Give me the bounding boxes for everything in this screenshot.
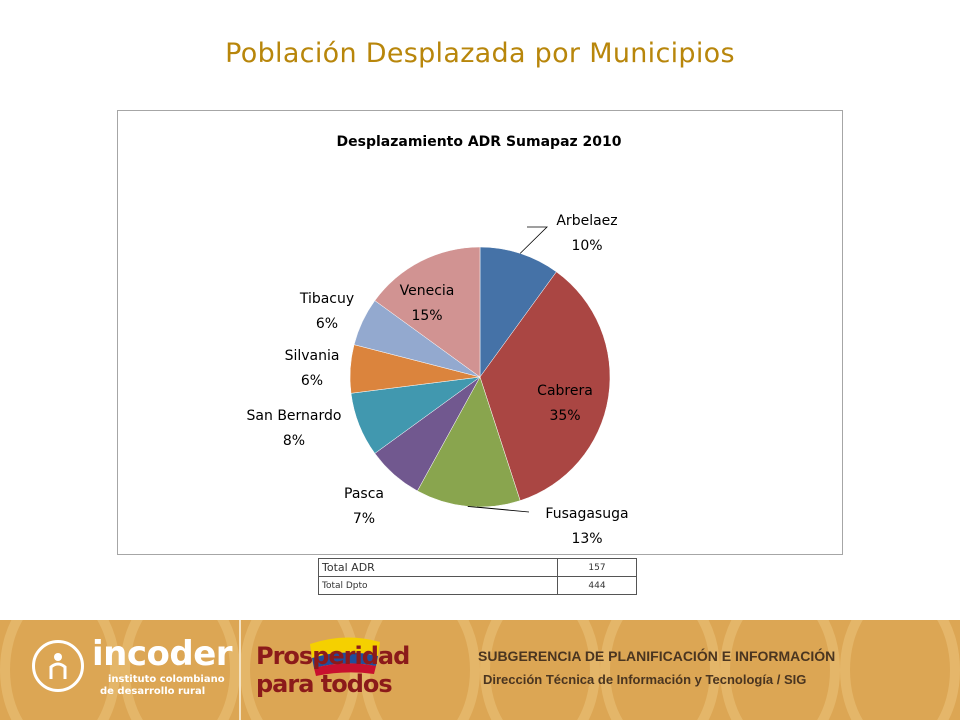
slice-percent-label: 7%	[353, 511, 375, 527]
summary-label: Total Dpto	[318, 576, 558, 595]
footer-department: SUBGERENCIA DE PLANIFICACIÓN E INFORMACI…	[478, 648, 836, 664]
footer-divider	[239, 620, 241, 720]
slice-category-label: Venecia	[400, 283, 455, 299]
slice-percent-label: 10%	[571, 238, 602, 254]
summary-value: 157	[557, 558, 637, 577]
slogan-line-2: para todos	[256, 670, 393, 698]
slice-category-label: Arbelaez	[556, 213, 617, 229]
chart-title: Desplazamiento ADR Sumapaz 2010	[337, 134, 622, 150]
pie-slices	[349, 246, 611, 508]
slice-percent-label: 6%	[301, 373, 323, 389]
slice-category-label: Tibacuy	[299, 291, 354, 307]
pie-labels: Arbelaez 10% Cabrera 35% Fusagasuga 13% Pasca 7…	[247, 213, 629, 547]
slogan-line-1: Prosperidad	[256, 642, 410, 670]
summary-row-total-dpto: Total Dpto 444	[318, 576, 637, 595]
slice-percent-label: 13%	[571, 531, 602, 547]
footer-banner: incoder instituto colombiano de desarrol…	[0, 620, 960, 720]
slice-category-label: San Bernardo	[247, 408, 342, 424]
slice-percent-label: 6%	[316, 316, 338, 332]
slice-category-label: Cabrera	[537, 383, 593, 399]
footer-subdepartment: Dirección Técnica de Información y Tecno…	[483, 672, 807, 687]
leader-line	[519, 226, 548, 254]
pie-slice-arbelaez	[479, 246, 557, 378]
pie-slice-cabrera	[479, 271, 611, 501]
summary-label: Total ADR	[318, 558, 558, 577]
pie-slice-fusagasuga	[417, 376, 521, 508]
summary-value: 444	[557, 576, 637, 595]
slice-percent-label: 15%	[411, 308, 442, 324]
flag-swoosh-icon	[310, 637, 380, 676]
slice-category-label: Silvania	[285, 348, 340, 364]
summary-table: Total ADR 157 Total Dpto 444	[318, 558, 637, 595]
leader-line	[467, 506, 530, 513]
slice-category-label: Fusagasuga	[545, 506, 628, 522]
incoder-subtitle-1: instituto colombiano	[108, 674, 225, 685]
pie-chart: Desplazamiento ADR Sumapaz 2010 Arbelaez…	[247, 134, 629, 547]
slide-title: Población Desplazada por Municipios	[225, 38, 735, 69]
pie-leader-lines	[467, 226, 548, 513]
incoder-brand: incoder	[92, 634, 233, 674]
slice-category-label: Pasca	[344, 486, 384, 502]
slice-percent-label: 8%	[283, 433, 305, 449]
summary-row-total-adr: Total ADR 157	[318, 558, 637, 577]
incoder-subtitle-2: de desarrollo rural	[100, 686, 206, 697]
slice-percent-label: 35%	[549, 408, 580, 424]
pie-slice-venecia	[374, 246, 481, 378]
incoder-logo-icon	[32, 640, 84, 692]
